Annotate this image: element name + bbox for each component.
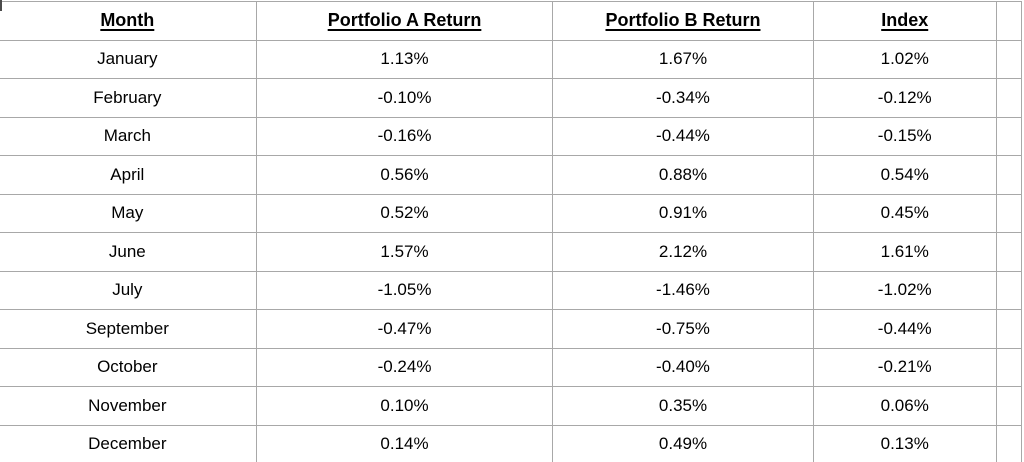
cell-portfolio-a: 1.13%	[255, 39, 554, 79]
cell-portfolio-b: 0.91%	[552, 193, 814, 233]
cell-portfolio-a: -0.24%	[255, 347, 554, 387]
table-row: November 0.10% 0.35% 0.06%	[0, 386, 1023, 426]
table-row: October -0.24% -0.40% -0.21%	[0, 347, 1023, 387]
cell-portfolio-b: -0.44%	[552, 116, 814, 156]
cell-clipped	[995, 193, 1023, 233]
cell-clipped	[995, 155, 1023, 195]
cell-portfolio-a: 0.10%	[255, 386, 554, 426]
cell-index: -0.15%	[812, 116, 997, 156]
column-header-portfolio-b: Portfolio B Return	[552, 1, 814, 41]
cell-index: -0.21%	[812, 347, 997, 387]
clipped-left-border	[0, 0, 2, 11]
table-row: February -0.10% -0.34% -0.12%	[0, 78, 1023, 118]
column-header-month: Month	[0, 1, 257, 41]
cell-month: January	[0, 39, 257, 79]
table-row: March -0.16% -0.44% -0.15%	[0, 116, 1023, 156]
cell-index: -1.02%	[812, 270, 997, 310]
cell-clipped	[995, 386, 1023, 426]
cell-index: 0.13%	[812, 424, 997, 462]
cell-month: April	[0, 155, 257, 195]
cell-portfolio-a: -0.47%	[255, 309, 554, 349]
cell-index: 0.06%	[812, 386, 997, 426]
cell-portfolio-b: 0.49%	[552, 424, 814, 462]
cell-portfolio-a: 1.57%	[255, 232, 554, 272]
column-header-index: Index	[812, 1, 997, 41]
cell-clipped	[995, 78, 1023, 118]
cell-portfolio-a: -0.16%	[255, 116, 554, 156]
table-row: April 0.56% 0.88% 0.54%	[0, 155, 1023, 195]
cell-portfolio-b: 0.88%	[552, 155, 814, 195]
cell-portfolio-a: 0.14%	[255, 424, 554, 462]
cell-month: July	[0, 270, 257, 310]
cell-month: December	[0, 424, 257, 462]
cell-portfolio-b: -0.40%	[552, 347, 814, 387]
cell-month: June	[0, 232, 257, 272]
cell-portfolio-b: 0.35%	[552, 386, 814, 426]
column-header-clipped	[995, 1, 1023, 41]
table-row: June 1.57% 2.12% 1.61%	[0, 232, 1023, 272]
table-row: January 1.13% 1.67% 1.02%	[0, 39, 1023, 79]
cell-clipped	[995, 116, 1023, 156]
cell-month: October	[0, 347, 257, 387]
table-row: December 0.14% 0.49% 0.13%	[0, 424, 1023, 462]
cell-index: -0.12%	[812, 78, 997, 118]
cell-portfolio-b: 1.67%	[552, 39, 814, 79]
cell-portfolio-b: -0.34%	[552, 78, 814, 118]
cell-month: May	[0, 193, 257, 233]
table-row: May 0.52% 0.91% 0.45%	[0, 193, 1023, 233]
cell-index: 0.45%	[812, 193, 997, 233]
cell-clipped	[995, 309, 1023, 349]
cell-month: November	[0, 386, 257, 426]
cell-index: 1.02%	[812, 39, 997, 79]
header-row: Month Portfolio A Return Portfolio B Ret…	[0, 1, 1023, 41]
cell-portfolio-a: -1.05%	[255, 270, 554, 310]
table-row: September -0.47% -0.75% -0.44%	[0, 309, 1023, 349]
table-row: July -1.05% -1.46% -1.02%	[0, 270, 1023, 310]
cell-portfolio-a: -0.10%	[255, 78, 554, 118]
cell-portfolio-a: 0.52%	[255, 193, 554, 233]
cell-portfolio-b: 2.12%	[552, 232, 814, 272]
cell-index: -0.44%	[812, 309, 997, 349]
cell-portfolio-b: -1.46%	[552, 270, 814, 310]
cell-month: February	[0, 78, 257, 118]
cell-clipped	[995, 39, 1023, 79]
cell-portfolio-a: 0.56%	[255, 155, 554, 195]
cell-portfolio-b: -0.75%	[552, 309, 814, 349]
cell-index: 1.61%	[812, 232, 997, 272]
cell-month: March	[0, 116, 257, 156]
cell-clipped	[995, 232, 1023, 272]
cell-index: 0.54%	[812, 155, 997, 195]
cell-clipped	[995, 424, 1023, 462]
cell-clipped	[995, 347, 1023, 387]
cell-month: September	[0, 309, 257, 349]
cell-clipped	[995, 270, 1023, 310]
column-header-portfolio-a: Portfolio A Return	[255, 1, 554, 41]
